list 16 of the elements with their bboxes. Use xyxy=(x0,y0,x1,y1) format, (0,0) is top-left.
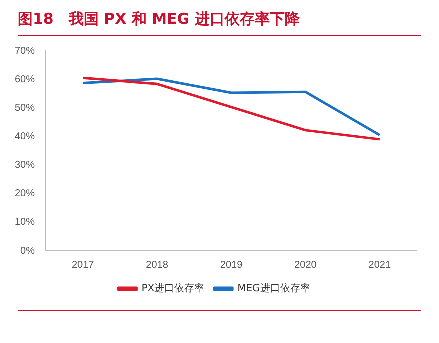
y-tick-label: 70% xyxy=(15,46,36,57)
y-tick-label: 0% xyxy=(20,246,36,257)
y-tick-label: 40% xyxy=(15,131,36,142)
legend-label: PX进口依存率 xyxy=(142,282,205,295)
y-tick-label: 10% xyxy=(15,217,36,228)
y-tick-label: 50% xyxy=(15,102,36,114)
y-tick-label: 30% xyxy=(15,160,36,172)
x-tick-label: 2017 xyxy=(72,260,95,271)
x-tick-label: 2018 xyxy=(146,260,169,271)
y-tick-label: 20% xyxy=(15,188,36,200)
x-tick-label: 2020 xyxy=(294,260,318,271)
x-tick-label: 2021 xyxy=(368,260,392,271)
legend-label: MEG进口依存率 xyxy=(238,282,310,295)
chart-title: 图18 我国 PX 和 MEG 进口依存率下降 xyxy=(18,10,421,36)
x-tick-label: 2019 xyxy=(220,260,244,271)
y-tick-label: 60% xyxy=(15,74,36,86)
